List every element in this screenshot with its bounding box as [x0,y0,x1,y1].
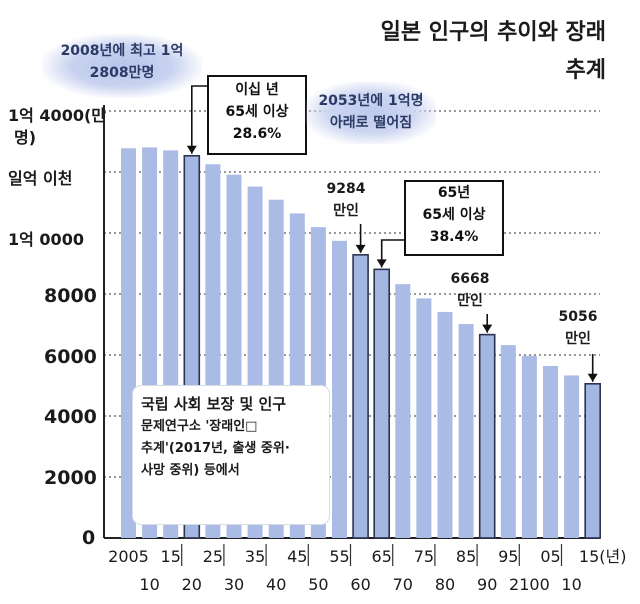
source-note: 국립 사회 보장 및 인구 문제연구소 '장래인□ 추계'(2017년, 출생 … [133,386,329,524]
y-label-14000-a: 1억 4000(만 [8,106,106,125]
y-label-6000: 6000 [44,346,97,368]
bar-2005 [121,148,136,538]
label-2115-value: 5056 만인 [548,306,608,350]
arrow-2115-head [587,373,598,382]
chart-title-line-1: 일본 인구의 추이와 장래 [380,20,606,45]
peak-highlight-note: 2008년에 최고 1억 2808만명 [42,34,202,98]
arrow-2065-head [376,259,387,268]
label-2060-unit: 만인 [333,203,359,219]
x-label-row2-3: 40 [266,575,286,594]
bar-2085 [458,324,474,538]
x-label-row1-3: 35 [245,547,265,566]
x-label-row1-9: 95 [498,547,518,566]
y-label-8000: 8000 [44,285,97,307]
x-label-row2-10: 10 [561,575,581,594]
x-label-row1-7: 75 [414,547,434,566]
x-label-row1-1: 15 [161,547,181,566]
source-line-4: 사망 중위) 등에서 [141,463,240,478]
y-label-12000: 일억 이천 [8,169,73,188]
bar-2065 [373,268,391,539]
bar-2100 [521,355,537,538]
x-label-row1-10: 05 [540,547,560,566]
callout-2020-line-1: 이십 년 [235,82,279,98]
bar-2115 [584,382,602,539]
label-2090-value: 6668 만인 [440,268,500,312]
bar-2090 [478,333,496,539]
arrow-2020-head [186,145,197,154]
bar-2070 [395,284,411,538]
callout-2020: 이십 년 65세 이상 28.6% [207,75,307,155]
source-line-1: 국립 사회 보장 및 인구 [141,395,287,413]
y-label-10000: 1억 0000 [8,230,84,249]
bar-2080 [437,311,453,538]
callout-2065-line-3: 38.4% [429,229,479,245]
source-line-2: 문제연구소 '장래인□ [141,419,258,434]
y-label-14000-b: 명) [14,128,37,147]
callout-2020-line-2: 65세 이상 [225,104,289,120]
below-note-line-1: 2053년에 1억명 [318,93,424,109]
label-2115-unit: 만인 [565,331,591,347]
chart-title: 일본 인구의 추이와 장래 추계 [306,14,606,84]
callout-2065-line-2: 65세 이상 [422,207,486,223]
chart-title-line-2: 추계 [565,58,606,83]
callout-2065-line-1: 65년 [437,185,471,201]
x-label-row2-4: 50 [308,575,328,594]
below-note-line-2: 아래로 떨어짐 [329,115,413,131]
label-2115-number: 5056 [558,309,598,325]
bar-2110 [564,375,580,538]
callout-2020-line-3: 28.6% [232,126,282,142]
label-2060-number: 9284 [326,181,366,197]
below-100m-highlight-note: 2053년에 1억명 아래로 떨어짐 [306,82,436,144]
bar-2060 [352,254,369,539]
x-label-row2-0: 10 [139,575,159,594]
source-line-3: 추계'(2017년, 출생 중위· [141,441,290,456]
x-label-row1-6: 65 [372,547,392,566]
x-label-row2-6: 70 [393,575,413,594]
x-label-row1-4: 45 [287,547,307,566]
arrow-2060-head [355,244,366,253]
x-label-row2-9: 2100 [509,575,550,594]
bar-2095 [500,345,516,538]
x-label-row2-7: 80 [435,575,455,594]
x-label-row1-5: 55 [329,547,349,566]
label-2090-unit: 만인 [457,293,483,309]
x-label-row1-0: 2005 [108,547,149,566]
arrow-2090-head [482,324,493,333]
arrow-2065 [380,239,404,268]
bar-2075 [416,298,432,538]
x-label-row1-2: 25 [203,547,223,566]
x-label-row2-8: 90 [477,575,497,594]
x-label-row2-5: 60 [350,575,370,594]
peak-note-line-2: 2808만명 [89,65,155,81]
y-label-4000: 4000 [44,406,97,428]
callout-2065: 65년 65세 이상 38.4% [404,180,504,256]
label-2060-value: 9284 만인 [316,178,376,222]
bar-2105 [543,366,558,538]
y-label-0: 0 [82,527,96,549]
x-label-row1-8: 85 [456,547,476,566]
x-label-row2-1: 20 [182,575,202,594]
x-label-row2-2: 30 [224,575,244,594]
x-label-row1-11: 15(년) [579,547,627,566]
y-label-2000: 2000 [44,467,97,489]
label-2090-number: 6668 [450,271,490,287]
bar-2055 [332,240,347,539]
peak-note-line-1: 2008년에 최고 1억 [60,43,184,59]
